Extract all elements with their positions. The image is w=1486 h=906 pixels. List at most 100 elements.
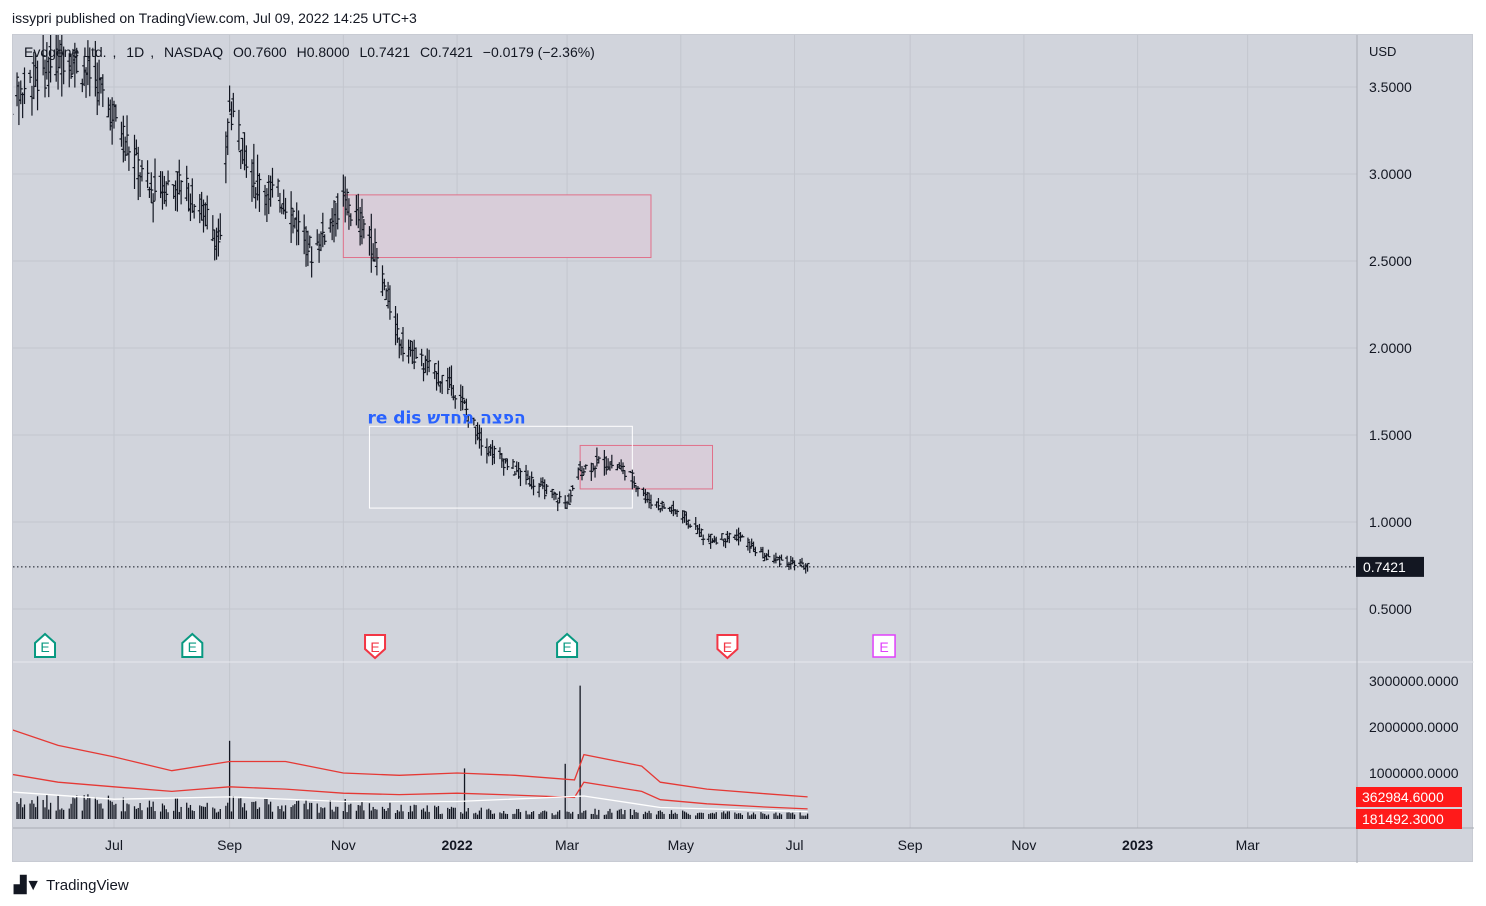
ohlc-bar bbox=[100, 74, 105, 108]
ohlc-bar bbox=[648, 494, 653, 510]
legend-sep: , bbox=[150, 44, 155, 60]
time-tick-label: Jul bbox=[105, 837, 123, 853]
price-tick-label: 3.5000 bbox=[1369, 79, 1412, 95]
supply-zone-rectangle[interactable] bbox=[579, 444, 714, 490]
ohlc-bar bbox=[630, 469, 635, 490]
chart-canvas[interactable]: re dis הפצה מחדש E E E E E E 3.5000 3.0000 2.50… bbox=[13, 35, 1474, 863]
svg-text:E: E bbox=[562, 639, 571, 655]
price-tick-label: 2.5000 bbox=[1369, 253, 1412, 269]
symbol-legend[interactable]: Evogene Ltd., 1D, NASDAQ O0.7600 H0.8000… bbox=[24, 44, 601, 60]
ohlc-bar bbox=[121, 115, 126, 163]
ohlc-bar bbox=[753, 546, 758, 557]
drawn-zones[interactable] bbox=[342, 194, 714, 509]
ohlc-bar bbox=[18, 80, 23, 105]
ohlc-bar bbox=[307, 235, 312, 249]
time-tick-label: Jul bbox=[786, 837, 804, 853]
ohlc-bar bbox=[322, 234, 327, 245]
ohlc-bar bbox=[401, 326, 405, 362]
annotation-text[interactable]: re dis הפצה מחדש bbox=[367, 409, 525, 429]
ohlc-bar bbox=[296, 210, 301, 246]
ohlc-bar bbox=[492, 445, 497, 464]
earnings-event-icon[interactable]: E bbox=[34, 632, 57, 658]
supply-zone-rectangle[interactable] bbox=[342, 194, 652, 259]
ohlc-bar bbox=[570, 485, 575, 491]
earnings-event-icon[interactable]: E bbox=[364, 634, 387, 660]
tradingview-brand-text: TradingView bbox=[46, 876, 129, 894]
ohlc-bar bbox=[660, 500, 665, 512]
ohlc-bar bbox=[126, 146, 131, 171]
ohlc-bar bbox=[48, 35, 53, 83]
ohlc-bar bbox=[43, 59, 48, 98]
ohlc-bar bbox=[427, 349, 432, 373]
text-annotation[interactable]: re dis הפצה מחדש bbox=[367, 409, 525, 429]
published-by-line: issypri published on TradingView.com, Ju… bbox=[12, 10, 417, 26]
ohlc-bar bbox=[568, 489, 573, 503]
ohlc-bar bbox=[688, 523, 693, 528]
ohlc-bar bbox=[359, 198, 364, 245]
earnings-event-icon[interactable]: E bbox=[716, 634, 739, 660]
price-tick-label: 1.5000 bbox=[1369, 427, 1412, 443]
svg-text:0.7421: 0.7421 bbox=[1363, 559, 1406, 575]
earnings-event-icon[interactable]: E bbox=[181, 632, 204, 658]
ohlc-bar bbox=[779, 554, 784, 561]
ohlc-bar bbox=[419, 348, 424, 367]
ohlc-bar bbox=[15, 72, 20, 107]
svg-text:181492.3000: 181492.3000 bbox=[1362, 811, 1444, 827]
ohlc-bar bbox=[686, 519, 691, 529]
ohlc-bar bbox=[505, 458, 510, 471]
ohlc-bar bbox=[766, 549, 771, 558]
volume-value-badge: 362984.6000 bbox=[1356, 787, 1462, 807]
ohlc-bar bbox=[479, 427, 484, 456]
ohlc-bar bbox=[257, 173, 262, 212]
ohlc-bar bbox=[699, 528, 704, 537]
ohlc-bar bbox=[244, 145, 249, 178]
earnings-event-icon[interactable]: E bbox=[872, 634, 896, 658]
time-tick-label: 2023 bbox=[1122, 837, 1153, 853]
ohlc-bar bbox=[745, 537, 750, 551]
ohlc-bar bbox=[453, 395, 458, 409]
ohlc-bar bbox=[544, 484, 549, 495]
symbol-name[interactable]: Evogene Ltd. bbox=[24, 44, 107, 60]
ohlc-bar bbox=[581, 467, 586, 476]
ohlc-bar bbox=[460, 385, 465, 411]
ohlc-bar bbox=[714, 536, 719, 545]
ohlc-bar bbox=[216, 218, 221, 257]
ohlc-bar bbox=[512, 471, 517, 476]
ohlc-bar bbox=[464, 398, 469, 416]
ohlc-bar bbox=[153, 158, 158, 201]
ohlc-bar bbox=[727, 532, 732, 544]
ohlc-bar bbox=[414, 347, 419, 359]
axes[interactable]: 3.5000 3.0000 2.5000 2.0000 1.5000 1.0000 0.50… bbox=[105, 44, 1462, 853]
time-tick-label: Nov bbox=[1011, 837, 1036, 853]
ohlc-bar bbox=[374, 247, 379, 276]
chart-pane[interactable]: re dis הפצה מחדש E E E E E E 3.5000 3.0000 2.50… bbox=[12, 34, 1474, 863]
ohlc-bar bbox=[335, 193, 340, 230]
change-value: −0.0179 (−2.36%) bbox=[482, 44, 595, 60]
ohlc-bar bbox=[471, 417, 476, 426]
ohlc-bar bbox=[139, 160, 144, 182]
ohlc-bar bbox=[164, 181, 169, 207]
close-value: C0.7421 bbox=[419, 44, 473, 60]
ohlc-bar bbox=[179, 180, 184, 205]
ohlc-bar bbox=[529, 471, 534, 490]
interval-label: 1D bbox=[126, 44, 145, 60]
earnings-event-icon[interactable]: E bbox=[556, 632, 579, 658]
range-box-rectangle[interactable] bbox=[368, 425, 633, 509]
volume-ma-line bbox=[13, 791, 808, 813]
exchange-label: NASDAQ bbox=[163, 44, 224, 60]
ohlc-bar bbox=[305, 230, 310, 267]
ohlc-bar bbox=[276, 178, 281, 197]
ohlc-bar bbox=[380, 265, 385, 297]
tradingview-logo[interactable]: ▟▼ TradingView bbox=[14, 875, 129, 895]
ohlc-bar bbox=[87, 47, 92, 97]
price-tick-label: 1.0000 bbox=[1369, 514, 1412, 530]
volume-pane bbox=[13, 685, 809, 819]
ohlc-bar bbox=[151, 193, 156, 223]
ohlc-bar bbox=[231, 92, 236, 118]
ohlc-bar bbox=[542, 479, 547, 500]
time-tick-label: Mar bbox=[1236, 837, 1260, 853]
ohlc-bar bbox=[125, 115, 130, 156]
ohlc-bar bbox=[382, 278, 387, 291]
ohlc-bar bbox=[373, 228, 378, 262]
